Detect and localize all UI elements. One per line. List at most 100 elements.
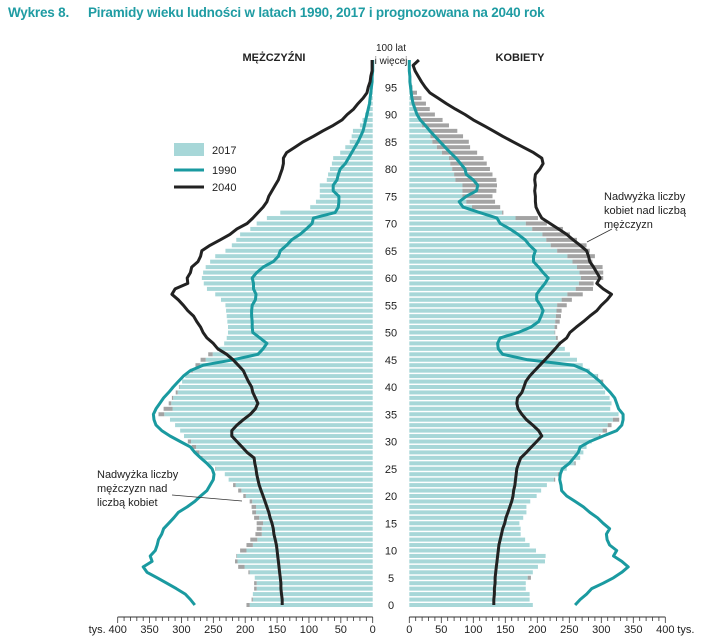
bar-male-2017-age-6 bbox=[249, 570, 373, 575]
bar-female-2017-age-51 bbox=[409, 325, 555, 330]
x-tick-label-right: 300 bbox=[592, 624, 610, 636]
bar-female-excess-2017-age-75 bbox=[462, 194, 493, 199]
legend: 2017 1990 2040 bbox=[174, 143, 236, 194]
bar-male-2017-age-2 bbox=[252, 592, 373, 597]
bar-male-2017-age-61 bbox=[203, 270, 373, 275]
age-label-75: 75 bbox=[385, 191, 397, 203]
age-axis-labels: 0 5 10 15 20 25 30 35 40 45 50 55 60 65 70 75 80 85 90 95 bbox=[385, 82, 397, 612]
bar-female-2017-age-18 bbox=[409, 504, 527, 509]
bar-female-2017-age-56 bbox=[409, 297, 562, 302]
bar-male-2017-age-16 bbox=[259, 515, 373, 520]
bar-female-2017-age-47 bbox=[409, 346, 565, 351]
bar-male-2017-age-10 bbox=[246, 548, 373, 553]
bar-female-2017-age-86 bbox=[409, 134, 431, 139]
bar-male-excess-2017-age-12 bbox=[250, 537, 258, 542]
bar-female-2017-age-83 bbox=[409, 150, 442, 155]
bar-male-excess-2017-age-22 bbox=[233, 483, 236, 488]
bar-male-2017-age-44 bbox=[199, 363, 373, 368]
age-label-5: 5 bbox=[388, 573, 394, 585]
bar-male-2017-age-81 bbox=[331, 161, 373, 166]
bar-female-2017-age-69 bbox=[409, 226, 533, 231]
x-tick-label-right: 200 bbox=[528, 624, 546, 636]
bar-female-2017-age-59 bbox=[409, 281, 579, 286]
bar-female-2017-age-24 bbox=[409, 472, 558, 477]
bar-female-2017-age-39 bbox=[409, 390, 606, 395]
bar-male-2017-age-80 bbox=[329, 167, 373, 171]
bar-male-excess-2017-age-35 bbox=[158, 412, 165, 417]
age-label-0: 0 bbox=[388, 600, 394, 612]
bar-female-2017-age-31 bbox=[409, 434, 599, 439]
bar-male-2017-age-66 bbox=[231, 243, 373, 248]
bar-male-2017-age-65 bbox=[225, 248, 373, 253]
bar-female-2017-age-22 bbox=[409, 483, 547, 488]
bar-male-excess-2017-age-7 bbox=[238, 564, 245, 569]
x-tick-label-left: 350 bbox=[140, 624, 158, 636]
right-side-label: KOBIETY bbox=[496, 52, 546, 64]
bar-female-2017-age-90 bbox=[409, 112, 417, 117]
annotation-male-line2: mężczyzn nad bbox=[97, 483, 167, 495]
age-label-80: 80 bbox=[385, 164, 397, 176]
bar-female-excess-2017-age-83 bbox=[441, 150, 478, 155]
bar-female-excess-2017-age-26 bbox=[574, 461, 576, 466]
bar-male-2017-age-37 bbox=[171, 401, 373, 406]
bar-male-excess-2017-age-29 bbox=[191, 444, 197, 449]
x-tick-label-left: 250 bbox=[204, 624, 222, 636]
bar-female-2017-age-55 bbox=[409, 303, 558, 308]
bar-male-2017-age-85 bbox=[349, 139, 373, 144]
bar-female-2017-age-11 bbox=[409, 543, 530, 548]
bar-female-2017-age-54 bbox=[409, 308, 557, 313]
bar-female-excess-2017-age-54 bbox=[556, 308, 562, 313]
bar-female-2017-age-43 bbox=[409, 368, 590, 373]
legend-label-1990: 1990 bbox=[212, 165, 236, 177]
bar-female-excess-2017-age-71 bbox=[515, 216, 538, 221]
x-tick-label-left: 150 bbox=[268, 624, 286, 636]
bar-female-excess-2017-age-74 bbox=[466, 199, 496, 204]
bar-female-2017-age-45 bbox=[409, 357, 577, 362]
bar-female-2017-age-16 bbox=[409, 515, 524, 520]
bar-female-excess-2017-age-51 bbox=[554, 325, 558, 330]
bar-male-2017-age-54 bbox=[226, 308, 373, 313]
age-label-30: 30 bbox=[385, 437, 397, 449]
chart-title: Piramidy wieku ludności w latach 1990, 2… bbox=[88, 5, 545, 20]
bar-female-excess-2017-age-81 bbox=[450, 161, 487, 166]
bar-female-excess-2017-age-65 bbox=[557, 248, 590, 253]
bar-male-excess-2017-age-8 bbox=[235, 559, 238, 564]
bar-female-2017-age-6 bbox=[409, 570, 533, 575]
bar-female-excess-2017-age-85 bbox=[432, 139, 469, 144]
bar-female-2017-age-72 bbox=[409, 210, 503, 215]
bar-male-excess-2017-age-1 bbox=[251, 597, 253, 602]
x-tick-label-left: 50 bbox=[335, 624, 347, 636]
bar-female-2017-age-40 bbox=[409, 385, 604, 389]
bar-male-2017-age-43 bbox=[192, 368, 373, 373]
bar-male-2017-age-84 bbox=[345, 145, 373, 150]
bar-female-excess-2017-age-58 bbox=[575, 286, 593, 291]
bar-male-2017-age-60 bbox=[201, 276, 373, 280]
bar-male-2017-age-45 bbox=[205, 357, 373, 362]
x-tick-label-left: 100 bbox=[300, 624, 318, 636]
bar-male-2017-age-31 bbox=[184, 434, 373, 439]
bar-female-2017-age-50 bbox=[409, 330, 555, 335]
bar-male-2017-age-53 bbox=[226, 314, 373, 319]
bar-male-2017-age-48 bbox=[224, 341, 373, 346]
annotation-female-line3: mężczyzn bbox=[604, 219, 653, 231]
bar-male-excess-2017-age-11 bbox=[246, 543, 253, 548]
bar-female-2017-age-36 bbox=[409, 406, 611, 411]
bar-male-2017-age-71 bbox=[266, 216, 373, 221]
x-tick-label-left: 200 bbox=[236, 624, 254, 636]
bar-male-2017-age-28 bbox=[199, 450, 373, 455]
bar-female-excess-2017-age-69 bbox=[532, 226, 563, 231]
bar-male-2017-age-40 bbox=[179, 385, 373, 389]
bar-male-2017-age-36 bbox=[172, 406, 373, 411]
bar-male-2017-age-21 bbox=[241, 488, 373, 493]
bar-female-2017-age-28 bbox=[409, 450, 584, 455]
bar-male-2017-age-75 bbox=[319, 194, 373, 199]
bar-female-2017-age-76 bbox=[409, 188, 463, 193]
series-lines bbox=[141, 58, 630, 607]
bar-female-2017-age-13 bbox=[409, 532, 521, 537]
annotation-female-line2: kobiet nad liczbą bbox=[604, 205, 687, 217]
bar-female-2017-age-4 bbox=[409, 581, 526, 586]
bar-male-2017-age-15 bbox=[263, 521, 373, 526]
bar-male-excess-2017-age-37 bbox=[168, 401, 172, 406]
bar-male-2017-age-50 bbox=[227, 330, 373, 335]
